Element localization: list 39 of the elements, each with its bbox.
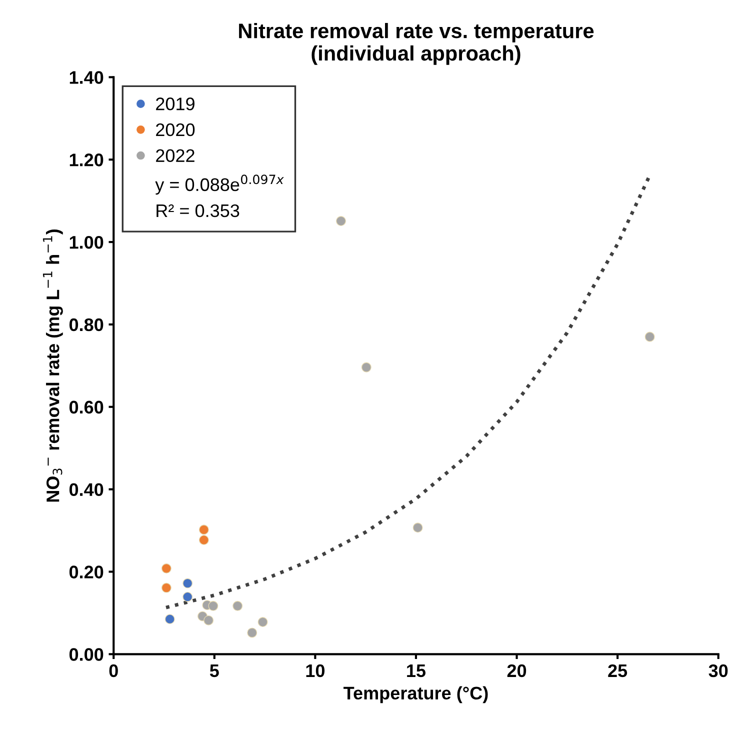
point [161, 563, 172, 574]
point [198, 534, 209, 545]
point [204, 615, 214, 626]
point [232, 600, 243, 611]
point [336, 216, 346, 226]
y-axis-title: NO$_{3}$$^{−}$ removal rate (mg L$^{−1}$ h$^{−1}$) [42, 230, 63, 502]
legend-label: 2019 [156, 98, 194, 110]
x-tick-label: 0 [109, 664, 118, 678]
y-tick-label: 0.40 [69, 483, 104, 496]
y-tick-label: 0.00 [69, 648, 104, 661]
x-axis-title: Temperature (°C) [344, 686, 488, 704]
y-tick-label: 0.60 [69, 400, 104, 414]
point [164, 614, 175, 624]
point [208, 600, 218, 611]
x-tick-label: 30 [708, 664, 728, 678]
point [161, 582, 172, 593]
point [198, 524, 209, 535]
point [361, 362, 372, 372]
legend-label: 2022 [156, 149, 194, 162]
y-tick-label: 1.20 [70, 154, 104, 166]
y-tick-label: 0.80 [69, 318, 104, 332]
annotation: R² = 0.353 [156, 204, 240, 218]
y-tick-label: 1.00 [70, 236, 104, 249]
point [182, 578, 193, 588]
chart-title: Nitrate removal rate vs. temperature (individual approach) [239, 22, 594, 65]
x-tick-label: 20 [507, 664, 526, 678]
point [258, 616, 268, 628]
legend-label: 2020 [156, 123, 195, 136]
y-tick-label: 1.40 [70, 71, 104, 84]
x-tick-label: 15 [407, 664, 426, 678]
x-tick-label: 25 [608, 664, 628, 678]
point [182, 592, 193, 602]
point [412, 522, 423, 533]
x-tick-label: 10 [306, 664, 324, 678]
annotation: y = 0.088e$^{0.097x}$ [155, 174, 284, 195]
x-tick-label: 5 [210, 664, 219, 678]
point [247, 628, 258, 638]
point [644, 332, 655, 342]
y-tick-label: 0.20 [69, 566, 104, 578]
